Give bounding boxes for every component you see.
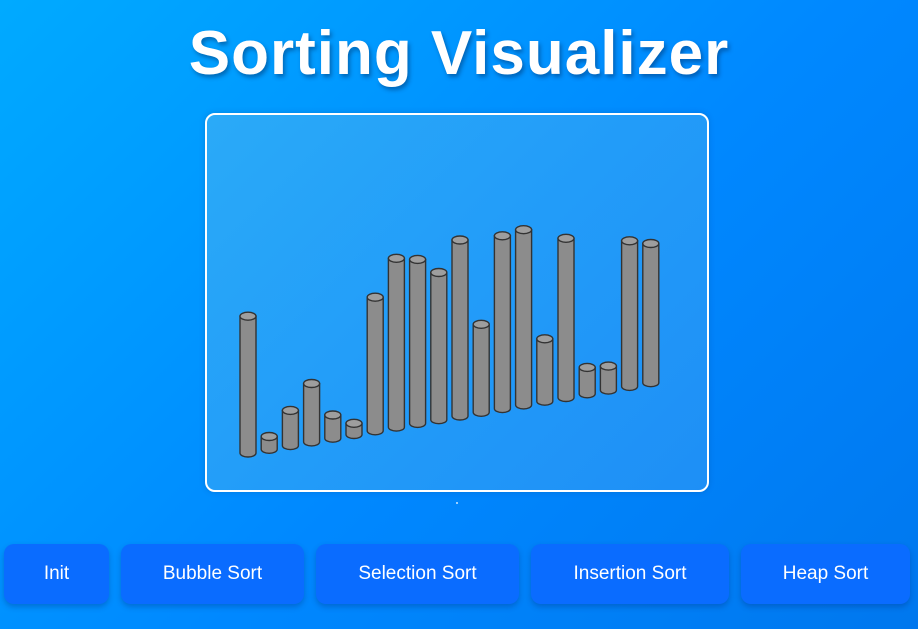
array-bar <box>642 238 660 388</box>
array-bar <box>472 319 490 417</box>
controls-bar: Init Bubble Sort Selection Sort Insertio… <box>0 544 918 604</box>
init-button[interactable]: Init <box>4 544 109 604</box>
visualizer-panel <box>205 113 709 492</box>
array-bar <box>620 236 639 392</box>
array-bar <box>451 235 469 421</box>
array-bar <box>366 292 384 436</box>
bars-canvas <box>239 224 660 458</box>
insertion-sort-button[interactable]: Insertion Sort <box>531 544 729 604</box>
heap-sort-button[interactable]: Heap Sort <box>741 544 910 604</box>
array-bar <box>324 410 342 443</box>
array-bar <box>260 431 278 454</box>
selection-sort-button[interactable]: Selection Sort <box>316 544 519 604</box>
array-bar <box>493 231 512 414</box>
array-bar <box>387 253 406 432</box>
array-bar <box>430 267 448 425</box>
status-dot <box>456 502 458 504</box>
array-bar <box>408 254 427 429</box>
array-bar <box>302 378 321 447</box>
array-bar <box>578 362 596 399</box>
array-bar <box>514 224 533 410</box>
array-bar <box>281 405 300 451</box>
page-title: Sorting Visualizer <box>188 19 730 88</box>
array-bar <box>239 311 257 458</box>
array-bar <box>599 361 618 395</box>
array-bar <box>536 334 554 406</box>
bubble-sort-button[interactable]: Bubble Sort <box>121 544 304 604</box>
array-bar <box>557 233 575 403</box>
array-bar <box>345 418 363 440</box>
